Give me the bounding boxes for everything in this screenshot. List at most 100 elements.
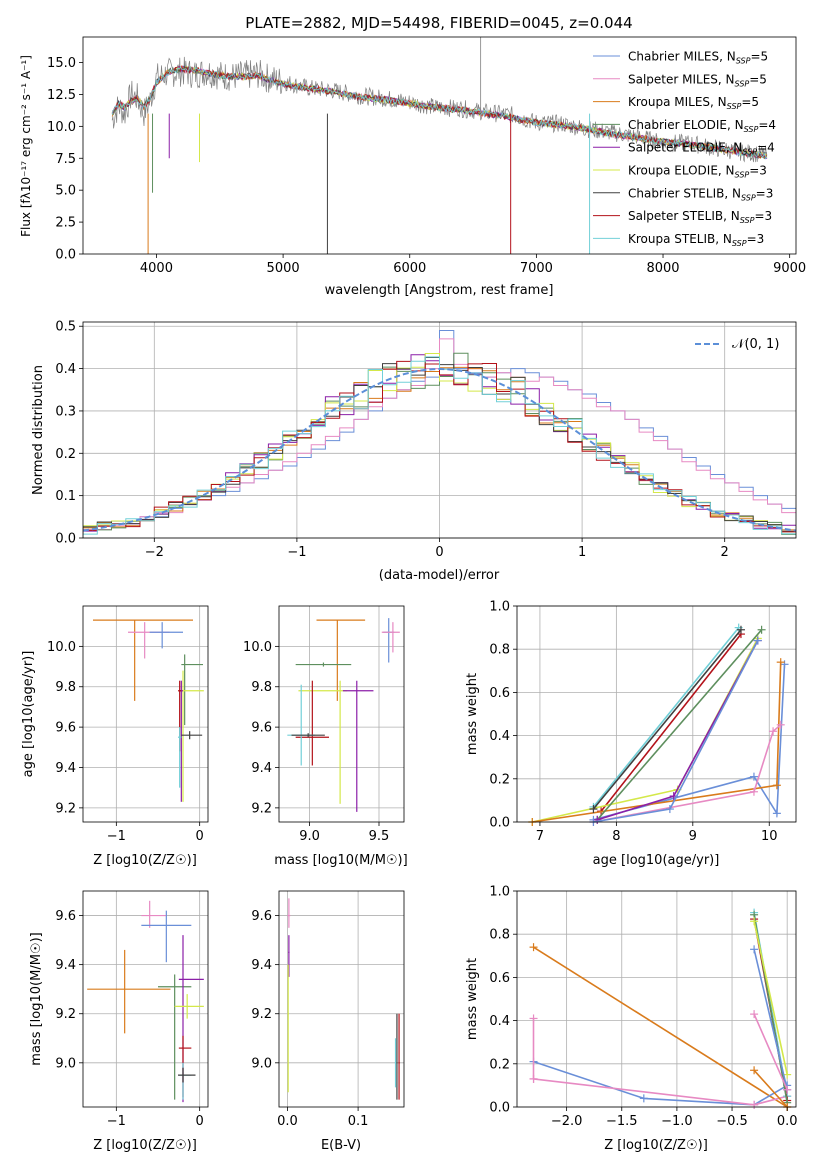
mass-weight-marker bbox=[749, 787, 758, 796]
x-tick-label: 9.5 bbox=[369, 829, 390, 844]
legend-entry-label: Kroupa MILES, NSSP=5 bbox=[628, 95, 759, 111]
x-tick-label: 9000 bbox=[773, 261, 806, 276]
x-tick-label: −1 bbox=[107, 1114, 126, 1129]
error-bar-point bbox=[174, 994, 204, 1019]
legend-entry-label: Salpeter MILES, NSSP=5 bbox=[628, 72, 767, 88]
mass-vs-ebv-ticks: 0.0 0.1 9.0 9.2 9.4 9.6 bbox=[251, 909, 368, 1129]
x-tick-label: 4000 bbox=[140, 261, 173, 276]
error-bar-point bbox=[291, 733, 325, 738]
x-tick-label: 0.0 bbox=[777, 1114, 798, 1129]
y-tick-label: 0.2 bbox=[55, 447, 76, 462]
x-tick-label: 8 bbox=[612, 829, 620, 844]
y-tick-label: 10.0 bbox=[47, 120, 76, 135]
y-tick-label: 9.2 bbox=[55, 801, 76, 816]
y-tick-label: 9.8 bbox=[251, 680, 272, 695]
y-tick-label: 2.5 bbox=[55, 216, 76, 231]
mass-weight-line bbox=[753, 921, 788, 1075]
mw-vs-z-plot-area bbox=[517, 890, 796, 1111]
mw-vs-age-ylabel: mass weight bbox=[465, 673, 480, 755]
normal-curve-legend-label: 𝒩(0, 1) bbox=[732, 337, 779, 352]
mass-weight-marker bbox=[750, 1066, 759, 1075]
y-tick-label: 0.2 bbox=[489, 772, 510, 787]
mass-vs-z-ylabel: mass [log10(M/M☉)] bbox=[29, 932, 44, 1065]
legend-entry-label: Salpeter ELODIE, NSSP=4 bbox=[628, 141, 775, 157]
error-bar-point bbox=[287, 684, 316, 766]
error-bar-point bbox=[158, 974, 192, 1100]
y-tick-label: 7.5 bbox=[55, 152, 76, 167]
mass-weight-marker bbox=[772, 781, 781, 790]
mass-weight-marker bbox=[780, 660, 789, 669]
spectrum-axes-frame bbox=[82, 36, 797, 255]
error-bar-point bbox=[141, 910, 192, 963]
mass-weight-marker bbox=[750, 945, 759, 954]
x-tick-label: 9.0 bbox=[299, 829, 320, 844]
age-vs-z-xlabel: Z [log10(Z/Z☉)] bbox=[93, 853, 197, 868]
mw-vs-z-ticks: −2.0 −1.5 −1.0 −0.5 0.0 0.0 0.2 0.4 0.6 0.8 1.0 bbox=[489, 885, 797, 1130]
y-tick-label: 0.5 bbox=[55, 320, 76, 335]
error-bar-point bbox=[149, 622, 183, 649]
mass-weight-marker bbox=[750, 917, 759, 926]
mass-weight-line bbox=[592, 629, 742, 810]
error-bar-point bbox=[316, 619, 366, 701]
x-tick-label: 2 bbox=[721, 545, 729, 560]
spectrum-legend: Chabrier MILES, NSSP=5 Salpeter MILES, NS… bbox=[593, 50, 776, 248]
x-tick-label: 0 bbox=[196, 1114, 204, 1129]
mass-weight-marker bbox=[529, 1074, 538, 1083]
mass-weight-line bbox=[593, 724, 782, 823]
y-tick-label: 9.6 bbox=[55, 909, 76, 924]
error-bar-point bbox=[178, 1062, 192, 1100]
mw-vs-z-xlabel: Z [log10(Z/Z☉)] bbox=[604, 1138, 708, 1153]
mass-weight-line bbox=[596, 629, 763, 821]
y-tick-label: 0.0 bbox=[489, 1101, 510, 1116]
mass-weight-line bbox=[753, 1013, 788, 1091]
mass-weight-marker bbox=[769, 727, 778, 736]
mw-vs-age-xlabel: age [log10(age/yr)] bbox=[593, 853, 720, 868]
age-vs-z-ylabel: age [log10(age/yr)] bbox=[21, 651, 36, 778]
error-bar-point bbox=[298, 680, 348, 804]
age-vs-z-ticks: −1 0 9.2 9.4 9.6 9.8 10.0 bbox=[47, 640, 204, 844]
mass-weight-marker bbox=[639, 1094, 648, 1103]
spectrum-ticks: 4000 5000 6000 7000 8000 9000 0.0 2.5 5.0 7.5 10.0… bbox=[47, 56, 806, 276]
mass-weight-line bbox=[592, 627, 740, 808]
age-vs-mass-panel: 9.0 9.5 9.2 9.4 9.6 9.8 10.0 mass [log10(M/M☉)… bbox=[243, 605, 408, 868]
x-tick-label: 0 bbox=[196, 829, 204, 844]
x-tick-label: 7 bbox=[536, 829, 544, 844]
mass-weight-marker bbox=[757, 625, 766, 634]
x-tick-label: 8000 bbox=[646, 261, 679, 276]
mass-weight-marker bbox=[529, 1014, 538, 1023]
error-bar-point bbox=[93, 619, 193, 701]
mw-vs-age-ticks: 7 8 9 10 0.0 0.2 0.4 0.6 0.8 1.0 bbox=[489, 600, 777, 845]
mass-weight-marker bbox=[529, 943, 538, 952]
mass-weight-marker bbox=[783, 1070, 792, 1079]
y-tick-label: 0.0 bbox=[489, 816, 510, 831]
y-tick-label: 0.4 bbox=[55, 362, 76, 377]
mass-weight-line bbox=[753, 1069, 788, 1108]
y-tick-label: 9.4 bbox=[55, 761, 76, 776]
age-vs-z-plot-area bbox=[83, 606, 208, 822]
y-tick-label: 0.2 bbox=[489, 1057, 510, 1072]
y-tick-label: 15.0 bbox=[47, 56, 76, 71]
y-tick-label: 0.0 bbox=[55, 248, 76, 263]
y-tick-label: 0.0 bbox=[55, 532, 76, 547]
histogram-legend: 𝒩(0, 1) bbox=[695, 337, 779, 352]
error-bar-point bbox=[394, 1038, 397, 1088]
age-vs-z-panel: −1 0 9.2 9.4 9.6 9.8 10.0 Z [log10(Z/Z☉)] age … bbox=[21, 605, 209, 868]
y-tick-label: 10.0 bbox=[243, 640, 272, 655]
mass-vs-z-xlabel: Z [log10(Z/Z☉)] bbox=[93, 1138, 197, 1153]
mass-weight-marker bbox=[776, 720, 785, 729]
y-tick-label: 1.0 bbox=[489, 885, 510, 900]
y-tick-label: 1.0 bbox=[489, 600, 510, 615]
mw-vs-age-panel: 7 8 9 10 0.0 0.2 0.4 0.6 0.8 1.0 age [log10(age/y… bbox=[465, 600, 797, 868]
legend-entry-label: Salpeter STELIB, NSSP=3 bbox=[628, 209, 772, 225]
x-tick-label: 0.0 bbox=[277, 1114, 298, 1129]
mw-vs-z-panel: −2.0 −1.5 −1.0 −0.5 0.0 0.0 0.2 0.4 0.6 0.8 1.0 Z … bbox=[465, 885, 798, 1154]
age-vs-z-axes-frame bbox=[82, 605, 209, 823]
mass-vs-z-plot-area bbox=[83, 891, 208, 1107]
error-bar-point bbox=[288, 935, 290, 977]
mass-weight-marker bbox=[750, 1100, 759, 1109]
legend-entry-label: Chabrier ELODIE, NSSP=4 bbox=[628, 118, 776, 134]
mw-vs-z-axes-frame bbox=[516, 890, 797, 1108]
y-tick-label: 5.0 bbox=[55, 184, 76, 199]
error-bar-point bbox=[398, 1013, 400, 1100]
